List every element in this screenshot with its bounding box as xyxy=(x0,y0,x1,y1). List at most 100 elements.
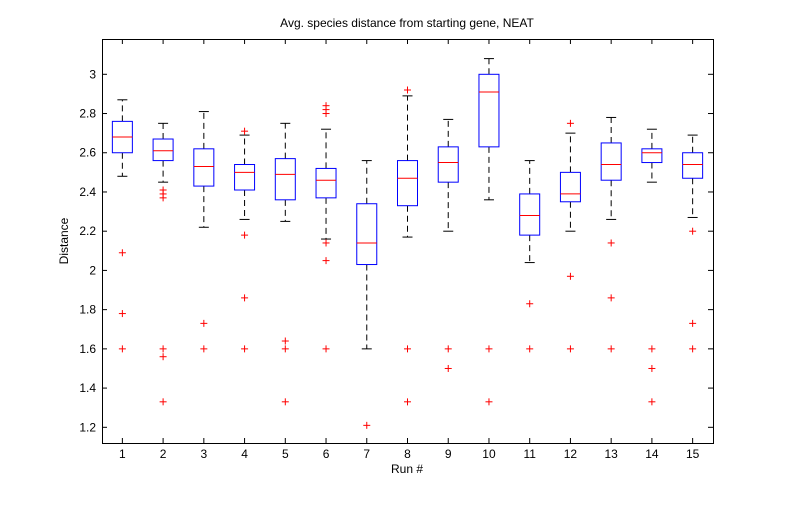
plot-marks xyxy=(111,58,704,429)
y-tick-label: 2 xyxy=(89,263,96,277)
outlier-point xyxy=(118,310,126,318)
outlier-point xyxy=(566,272,574,280)
box-group-run-13 xyxy=(600,116,622,353)
x-tick-label: 14 xyxy=(645,447,659,461)
outlier-point xyxy=(485,398,493,406)
outlier-point xyxy=(241,294,249,302)
outlier-point xyxy=(159,353,167,361)
outlier-point xyxy=(159,398,167,406)
iqr-box xyxy=(234,164,256,191)
box-group-run-1 xyxy=(111,99,133,353)
outlier-point xyxy=(118,345,126,353)
iqr-box xyxy=(600,142,622,181)
y-tick-label: 2.6 xyxy=(79,146,96,160)
y-tick-label: 2.8 xyxy=(79,107,96,121)
iqr-box xyxy=(315,167,337,199)
x-tick-label: 7 xyxy=(363,447,370,461)
box-group-run-5 xyxy=(274,122,296,406)
outlier-point xyxy=(281,345,289,353)
box-group-run-9 xyxy=(437,118,459,372)
x-tick-label: 8 xyxy=(404,447,411,461)
outlier-point xyxy=(241,127,249,135)
outlier-point xyxy=(322,110,330,118)
outlier-point xyxy=(566,119,574,127)
outlier-point xyxy=(241,231,249,239)
iqr-box xyxy=(193,148,215,187)
outlier-point xyxy=(444,345,452,353)
y-tick-label: 1.2 xyxy=(79,420,96,434)
box-group-run-11 xyxy=(519,160,541,353)
outlier-point xyxy=(322,239,330,247)
outlier-point xyxy=(404,86,411,94)
outlier-point xyxy=(526,345,534,353)
box-group-run-14 xyxy=(641,128,663,406)
axes: 1.21.41.61.822.22.42.62.831 2 3 4 5 6 7 8 9 10 11 1… xyxy=(79,39,713,461)
box-group-run-7 xyxy=(356,160,378,429)
outlier-point xyxy=(648,398,656,406)
outlier-point xyxy=(444,364,452,372)
box-group-run-10 xyxy=(478,58,500,406)
iqr-box xyxy=(641,148,663,164)
outlier-point xyxy=(566,345,574,353)
y-tick-label: 1.8 xyxy=(79,303,96,317)
plot-area-frame xyxy=(102,39,714,444)
outlier-point xyxy=(689,227,697,235)
x-tick-label: 11 xyxy=(523,447,536,461)
outlier-point xyxy=(200,319,208,327)
outlier-point xyxy=(648,364,656,372)
outlier-point xyxy=(607,294,615,302)
iqr-box xyxy=(682,152,704,179)
box-group-run-12 xyxy=(559,119,581,353)
iqr-box xyxy=(437,146,459,183)
outlier-point xyxy=(159,194,167,202)
x-axis-title: Run # xyxy=(391,462,423,476)
x-tick-label: 4 xyxy=(241,447,248,461)
outlier-point xyxy=(526,300,534,308)
box-group-run-3 xyxy=(193,111,215,353)
y-tick-label: 2.4 xyxy=(79,185,96,199)
iqr-box xyxy=(559,171,581,203)
iqr-box xyxy=(397,160,418,207)
chart-title: Avg. species distance from starting gene… xyxy=(280,16,534,30)
outlier-point xyxy=(689,319,697,327)
iqr-box xyxy=(478,73,500,148)
outlier-point xyxy=(404,398,411,406)
x-tick-label: 1 xyxy=(119,447,126,461)
outlier-point xyxy=(607,239,615,247)
iqr-box xyxy=(519,193,541,236)
outlier-point xyxy=(118,249,126,257)
y-tick-label: 1.6 xyxy=(79,342,96,356)
x-tick-label: 12 xyxy=(564,447,578,461)
outlier-point xyxy=(241,345,249,353)
x-tick-label: 9 xyxy=(445,447,452,461)
outlier-point xyxy=(607,345,615,353)
x-tick-label: 2 xyxy=(160,447,167,461)
outlier-point xyxy=(200,345,208,353)
box-group-run-15 xyxy=(682,134,704,353)
x-tick-label: 15 xyxy=(686,447,700,461)
outlier-point xyxy=(648,345,656,353)
outlier-point xyxy=(159,345,167,353)
outlier-point xyxy=(363,421,371,429)
box-group-run-8 xyxy=(397,86,418,406)
box-group-run-6 xyxy=(315,102,337,353)
outlier-point xyxy=(281,398,289,406)
x-tick-label: 6 xyxy=(323,447,330,461)
iqr-box xyxy=(356,203,378,266)
outlier-point xyxy=(322,345,330,353)
outlier-point xyxy=(404,345,411,353)
y-tick-label: 2.2 xyxy=(79,224,96,238)
iqr-box xyxy=(152,138,174,162)
x-tick-label: 13 xyxy=(604,447,618,461)
outlier-point xyxy=(281,337,289,345)
y-axis-title: Distance xyxy=(57,217,71,264)
x-tick-label: 3 xyxy=(200,447,207,461)
outlier-point xyxy=(689,345,697,353)
x-tick-label: 5 xyxy=(282,447,289,461)
box-group-run-4 xyxy=(234,127,256,353)
x-tick-label: 10 xyxy=(482,447,496,461)
y-tick-label: 1.4 xyxy=(79,381,96,395)
box-group-run-2 xyxy=(152,122,174,406)
